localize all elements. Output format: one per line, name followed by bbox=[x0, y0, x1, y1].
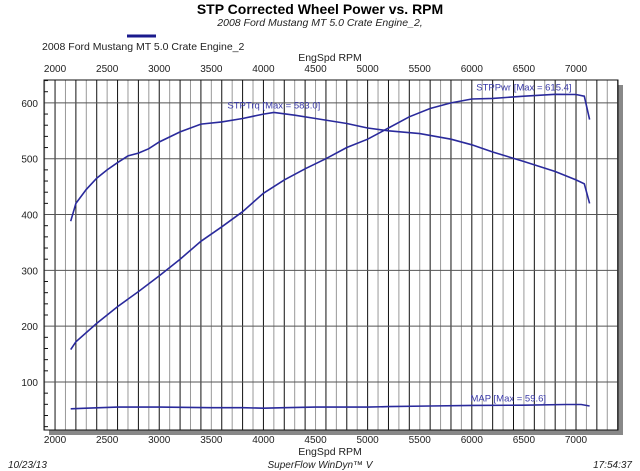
x-tick-label-bottom: 4500 bbox=[304, 435, 327, 446]
plot-area bbox=[44, 80, 618, 430]
chart-title: STP Corrected Wheel Power vs. RPM bbox=[197, 1, 443, 17]
x-axis-label-top: EngSpd RPM bbox=[298, 52, 362, 64]
x-tick-label-top: 2500 bbox=[96, 64, 119, 75]
x-tick-label-bottom: 3500 bbox=[200, 435, 223, 446]
series-line bbox=[69, 111, 591, 222]
x-tick-label-bottom: 2500 bbox=[96, 435, 119, 446]
x-tick-label-top: 3000 bbox=[148, 64, 171, 75]
x-tick-label-bottom: 4000 bbox=[252, 435, 275, 446]
x-tick-label-top: 6000 bbox=[461, 64, 484, 75]
x-tick-label-top: 6500 bbox=[513, 64, 536, 75]
x-tick-label-top: 2000 bbox=[44, 64, 67, 75]
x-tick-label-top: 5500 bbox=[409, 64, 432, 75]
series-line bbox=[70, 403, 590, 410]
series-label: STPTrq [Max = 583.0] bbox=[227, 100, 320, 111]
series-label: MAP [Max = 59.6] bbox=[470, 394, 546, 405]
x-tick-label-top: 3500 bbox=[200, 64, 223, 75]
series-label: STPPwr [Max = 615.4] bbox=[476, 83, 571, 94]
x-tick-label-bottom: 6000 bbox=[461, 435, 484, 446]
x-tick-label-top: 7000 bbox=[565, 64, 588, 75]
x-tick-label-bottom: 5000 bbox=[356, 435, 379, 446]
y-tick-label: 200 bbox=[21, 322, 38, 333]
x-tick-label-top: 5000 bbox=[356, 64, 379, 75]
x-tick-label-top: 4500 bbox=[304, 64, 327, 75]
y-tick-label: 400 bbox=[21, 211, 38, 222]
x-axis-label-bottom: EngSpd RPM bbox=[298, 446, 362, 458]
chart-subtitle: 2008 Ford Mustang MT 5.0 Crate Engine_2, bbox=[216, 17, 422, 29]
x-tick-label-bottom: 3000 bbox=[148, 435, 171, 446]
x-tick-label-bottom: 7000 bbox=[565, 435, 588, 446]
legend-entry: 2008 Ford Mustang MT 5.0 Crate Engine_2 bbox=[42, 41, 245, 53]
y-tick-label: 600 bbox=[21, 99, 38, 110]
footer-date: 10/23/13 bbox=[8, 460, 47, 471]
x-tick-label-bottom: 5500 bbox=[409, 435, 432, 446]
x-tick-label-bottom: 2000 bbox=[44, 435, 67, 446]
series-line bbox=[70, 93, 591, 351]
plot-frame bbox=[43, 79, 619, 431]
y-tick-label: 100 bbox=[21, 378, 38, 389]
footer-time: 17:54:37 bbox=[593, 460, 632, 471]
x-tick-label-bottom: 6500 bbox=[513, 435, 536, 446]
y-tick-label: 300 bbox=[21, 266, 38, 277]
x-tick-label-top: 4000 bbox=[252, 64, 275, 75]
footer-software: SuperFlow WinDyn™ V bbox=[268, 460, 374, 471]
y-tick-label: 500 bbox=[21, 155, 38, 166]
